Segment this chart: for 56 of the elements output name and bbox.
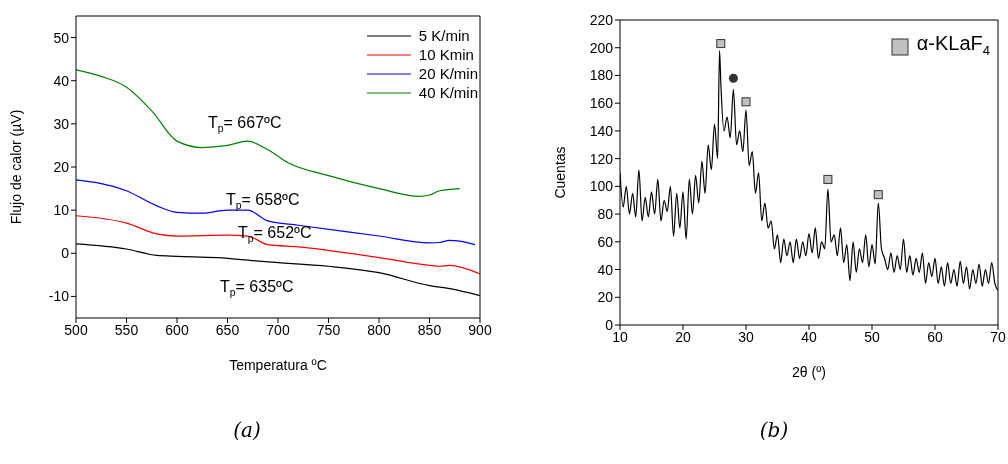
y-tick-label: 0 bbox=[61, 245, 70, 262]
x-tick-label: 600 bbox=[165, 321, 189, 338]
legend-label: 40 K/min bbox=[418, 84, 478, 101]
y-tick-label: 50 bbox=[53, 29, 70, 46]
text: (b) bbox=[759, 418, 789, 442]
x-tick-label: 10 bbox=[612, 328, 628, 345]
legend-label: 10 Kmin bbox=[418, 46, 474, 63]
annotation: T$_{p}$= 667ºC bbox=[208, 114, 282, 135]
y-tick-label: 120 bbox=[589, 150, 614, 167]
legend-label: α-KLaF$_{4}$ bbox=[916, 32, 990, 58]
text: (a) bbox=[233, 418, 261, 442]
y-tick-label: 60 bbox=[597, 233, 614, 250]
y-axis-title: Flujo de calor (µV) bbox=[7, 109, 24, 225]
legend-label: 20 K/min bbox=[418, 65, 478, 82]
annotation: T$_{p}$= 635ºC bbox=[220, 278, 294, 299]
x-tick-label: 700 bbox=[266, 321, 290, 338]
y-tick-label: 100 bbox=[589, 178, 614, 195]
y-tick-label: 10 bbox=[53, 202, 70, 219]
x-axis-title: Temperatura ºC bbox=[229, 357, 327, 373]
legend-label: 5 K/min bbox=[418, 27, 470, 44]
line-series bbox=[76, 215, 480, 275]
y-tick-label: 200 bbox=[589, 39, 614, 56]
x-tick-label: 60 bbox=[927, 328, 943, 345]
x-tick-label: 800 bbox=[367, 321, 391, 338]
x-tick-label: 500 bbox=[64, 321, 88, 338]
x-tick-label: 70 bbox=[990, 328, 1006, 345]
point bbox=[728, 73, 738, 83]
x-tick-label: 750 bbox=[316, 321, 341, 338]
y-tick-label: 220 bbox=[589, 11, 614, 28]
y-tick-label: 80 bbox=[597, 206, 614, 223]
y-tick-label: 20 bbox=[53, 158, 70, 175]
y-tick-label: 40 bbox=[53, 72, 70, 89]
point bbox=[716, 39, 726, 49]
x-axis-title: 2θ (º) bbox=[792, 364, 826, 380]
y-tick-label: -10 bbox=[48, 288, 70, 305]
point bbox=[873, 190, 883, 200]
x-tick-label: 40 bbox=[801, 328, 817, 345]
y-tick-label: 140 bbox=[589, 122, 614, 139]
x-tick-label: 650 bbox=[215, 321, 240, 338]
point bbox=[823, 174, 833, 184]
x-tick-label: 850 bbox=[417, 321, 442, 338]
x-tick-label: 30 bbox=[738, 328, 754, 345]
x-tick-label: 50 bbox=[864, 328, 880, 345]
y-tick-label: 40 bbox=[597, 261, 614, 278]
x-tick-label: 900 bbox=[468, 321, 492, 338]
annotation: T$_{p}$= 658ºC bbox=[226, 191, 300, 212]
y-tick-label: 180 bbox=[589, 67, 614, 84]
point bbox=[741, 97, 751, 107]
y-axis-title: Cuentas bbox=[551, 146, 568, 199]
y-tick-label: 30 bbox=[53, 115, 70, 132]
x-tick-label: 20 bbox=[675, 328, 691, 345]
line-series bbox=[76, 179, 476, 246]
y-tick-label: 20 bbox=[597, 289, 614, 306]
y-tick-label: 160 bbox=[589, 95, 614, 112]
x-tick-label: 550 bbox=[114, 321, 139, 338]
y-tick-label: 0 bbox=[605, 316, 614, 333]
